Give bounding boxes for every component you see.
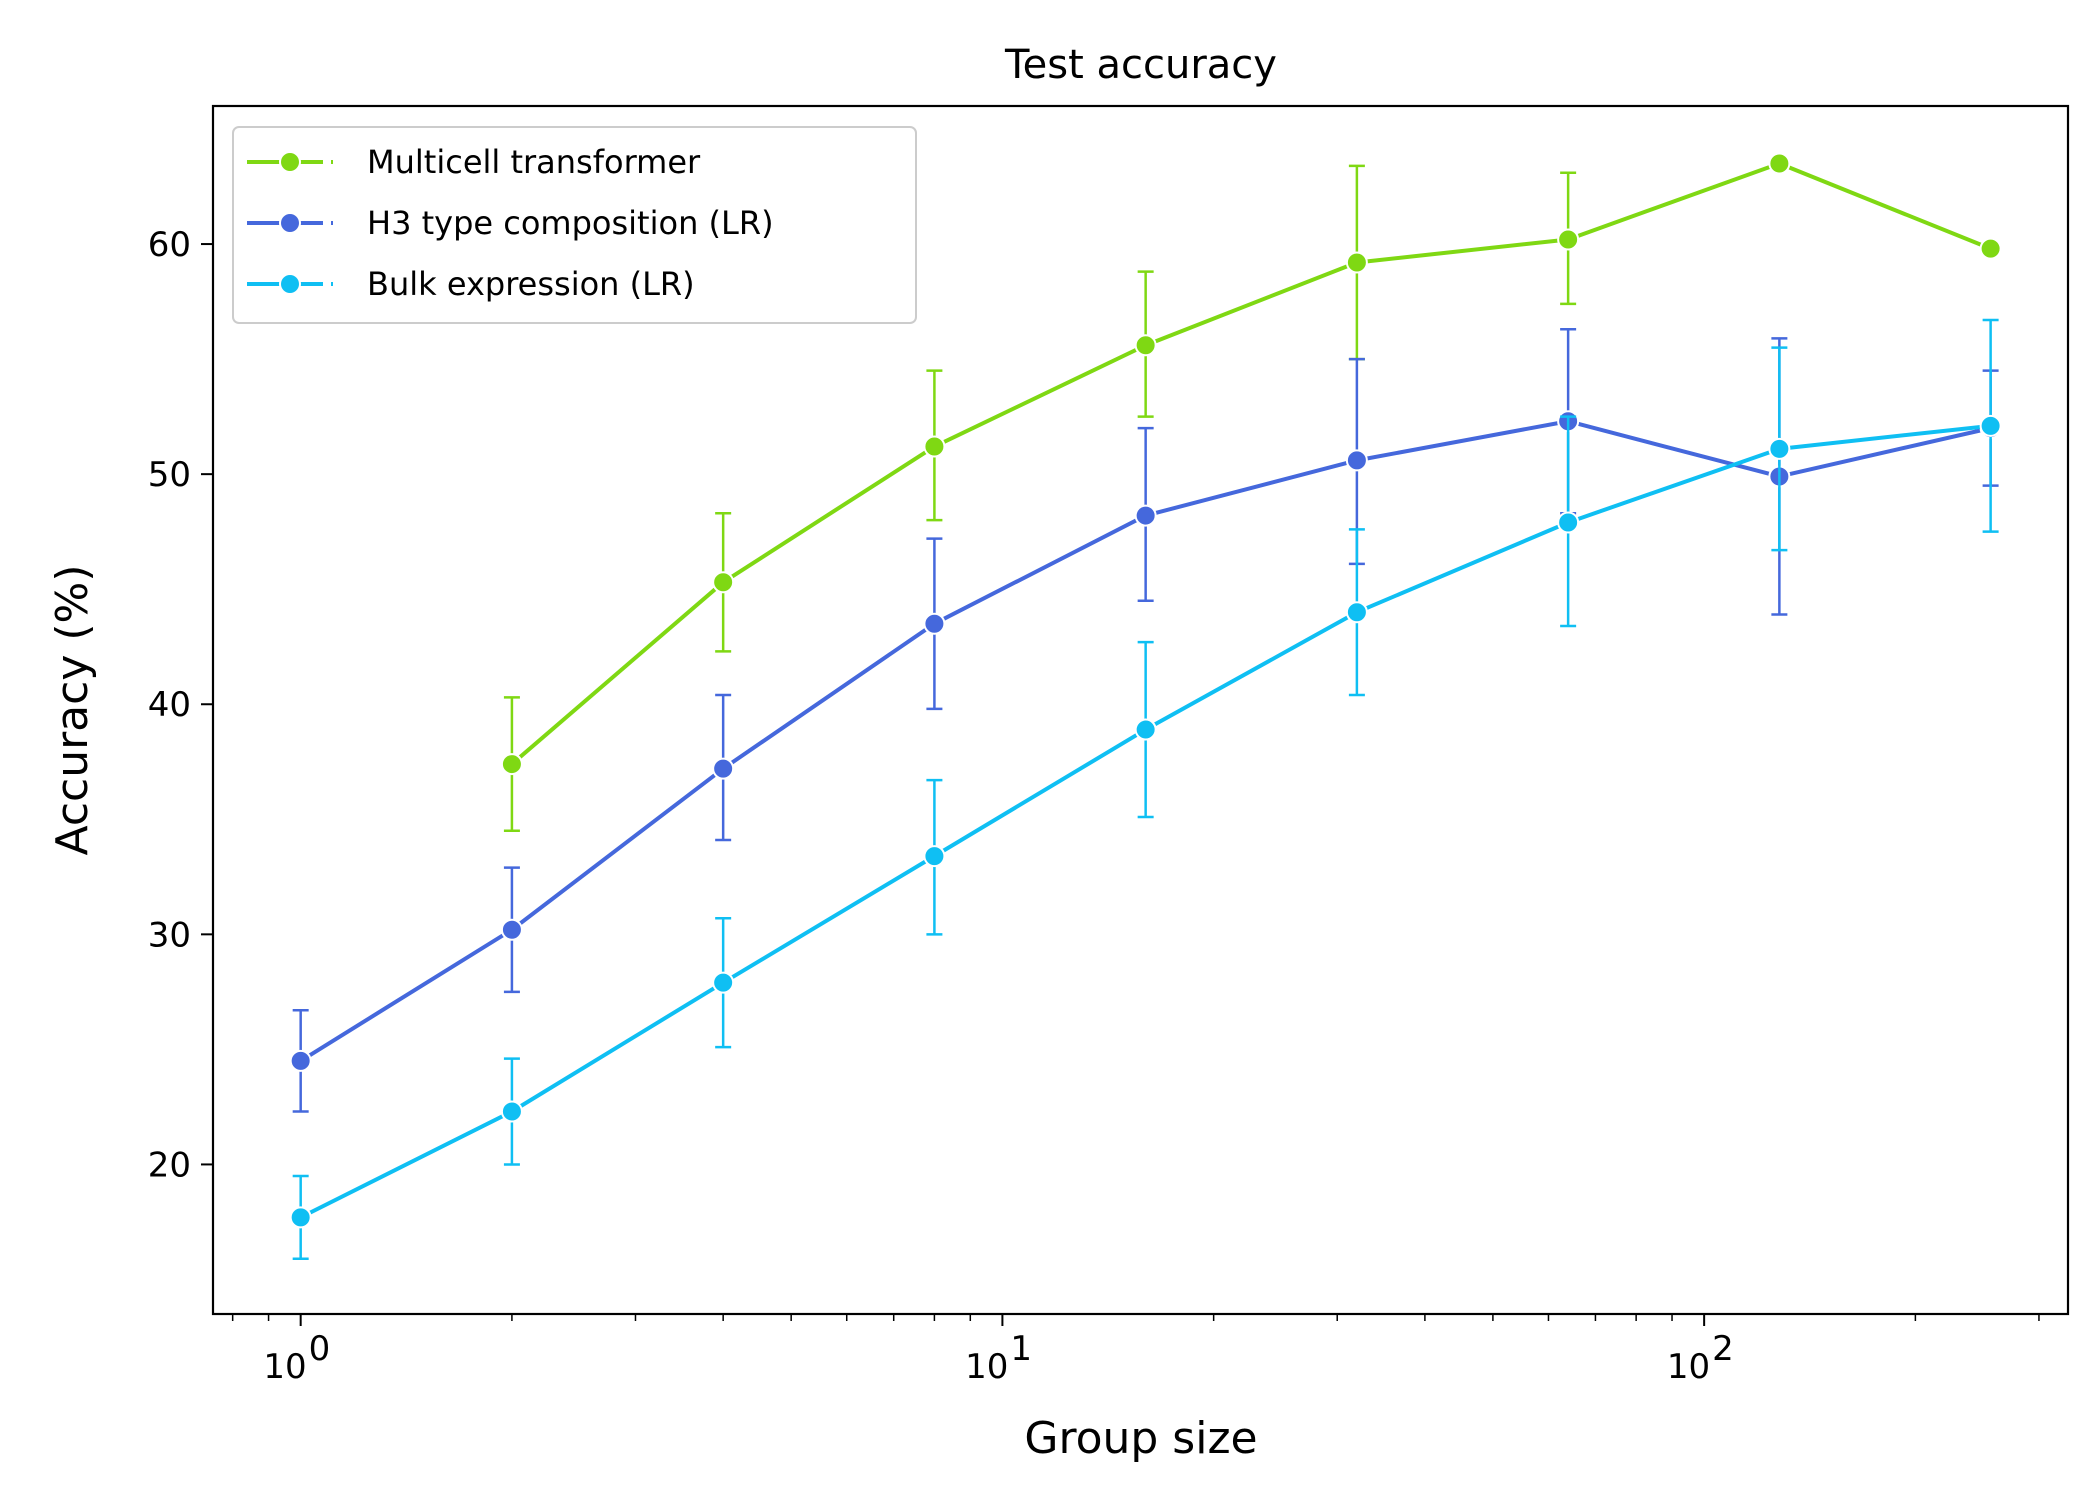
data-point <box>1557 511 1580 534</box>
series-multicell-transformer <box>500 152 2002 833</box>
x-tick-label-base: 10 <box>263 1347 306 1387</box>
legend-entry: H3 type composition (LR) <box>247 204 774 242</box>
data-point <box>1345 251 1368 274</box>
y-tick-label: 60 <box>148 225 191 265</box>
x-tick-label-base: 10 <box>1667 1347 1710 1387</box>
plot-area <box>289 152 2002 1261</box>
data-point <box>712 571 735 594</box>
legend-marker <box>279 151 301 173</box>
data-point <box>289 1049 312 1072</box>
data-point <box>1979 237 2002 260</box>
data-point <box>923 612 946 635</box>
legend-entry: Bulk expression (LR) <box>247 265 695 303</box>
data-point <box>500 753 523 776</box>
data-point <box>1134 504 1157 527</box>
data-point <box>923 435 946 458</box>
y-tick-label: 50 <box>148 455 191 495</box>
data-point <box>712 971 735 994</box>
legend-marker <box>279 212 301 234</box>
x-tick-label: 10 1 <box>965 1329 1032 1387</box>
x-tick-label-base: 10 <box>965 1347 1008 1387</box>
legend-entry: Multicell transformer <box>247 143 701 181</box>
y-axis-title: Accuracy (%) <box>47 564 98 855</box>
x-tick-label: 10 0 <box>263 1329 330 1387</box>
chart-title: Test accuracy <box>1004 42 1277 88</box>
data-point <box>923 845 946 868</box>
legend: Multicell transformer H3 type composition… <box>232 126 917 324</box>
plot-frame <box>211 104 2070 1316</box>
data-point <box>1768 437 1791 460</box>
data-point <box>500 918 523 941</box>
data-point <box>712 757 735 780</box>
legend-frame <box>232 126 917 324</box>
series-line <box>510 161 1992 766</box>
y-tick-label: 30 <box>148 915 191 955</box>
legend-marker <box>279 273 301 295</box>
data-point <box>1134 334 1157 357</box>
x-axis-title: Group size <box>1024 1413 1257 1464</box>
data-point <box>1768 152 1791 175</box>
data-point <box>1979 414 2002 437</box>
data-point <box>289 1206 312 1229</box>
y-tick-label: 40 <box>148 685 191 725</box>
legend-label: H3 type composition (LR) <box>367 204 774 242</box>
data-point <box>1345 449 1368 472</box>
y-tick-label: 20 <box>148 1145 191 1185</box>
x-tick-label-exponent: 2 <box>1712 1329 1734 1369</box>
legend-label: Bulk expression (LR) <box>367 265 695 303</box>
legend-label: Multicell transformer <box>367 143 701 181</box>
data-point <box>500 1100 523 1123</box>
x-tick-label: 10 2 <box>1667 1329 1734 1387</box>
data-point <box>1134 718 1157 741</box>
data-point <box>1345 601 1368 624</box>
series-bulk-expression-lr <box>289 318 2002 1261</box>
x-tick-label-exponent: 0 <box>309 1329 331 1369</box>
data-point <box>1557 228 1580 251</box>
x-tick-label-exponent: 1 <box>1010 1329 1032 1369</box>
